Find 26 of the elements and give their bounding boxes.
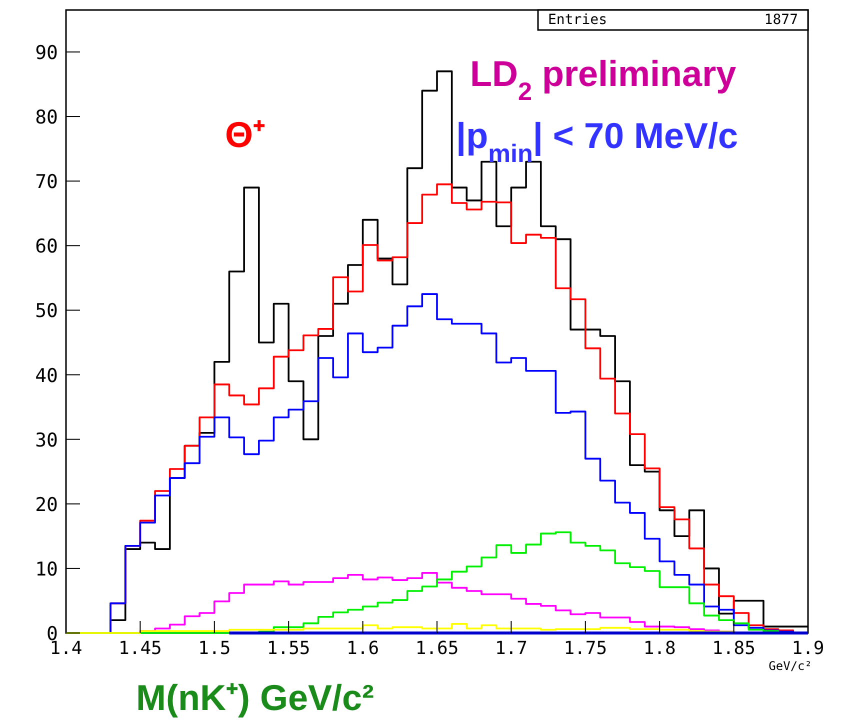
y-tick-label: 80: [35, 106, 58, 129]
y-tick-label: 10: [35, 558, 58, 580]
x-tick-label: 1.5: [198, 638, 231, 659]
text: GeV/c²: [768, 659, 812, 673]
annotation: |p$_{min}$| < 70 MeV/c: [456, 115, 738, 168]
y-tick-label: 70: [35, 171, 58, 194]
annotation: Θ⁺: [224, 114, 266, 155]
annotation: Entries: [548, 12, 608, 28]
x-tick-label: 1.7: [494, 638, 528, 659]
x-tick-label: 1.45: [118, 638, 162, 659]
y-tick-label: 40: [35, 364, 58, 387]
y-tick-label: 60: [35, 236, 58, 258]
x-axis-title: M(nK⁺) GeV/c²: [136, 677, 374, 718]
y-tick-label: 50: [35, 300, 58, 322]
x-tick-label: 1.8: [643, 638, 676, 659]
x-tick-label: 1.6: [346, 638, 380, 659]
y-tick-label: 20: [35, 494, 58, 516]
x-tick-label: 1.65: [415, 638, 459, 659]
x-tick-label: 1.85: [712, 638, 756, 659]
x-tick-label: 1.55: [266, 638, 310, 659]
y-tick-label: 30: [35, 429, 58, 452]
annotation: 1877: [764, 12, 798, 28]
x-tick-label: 1.75: [564, 638, 608, 659]
y-tick-label: 90: [35, 42, 58, 64]
annotation: LD$_{2}$ preliminary: [470, 53, 736, 106]
x-tick-label: 1.9: [792, 638, 824, 659]
